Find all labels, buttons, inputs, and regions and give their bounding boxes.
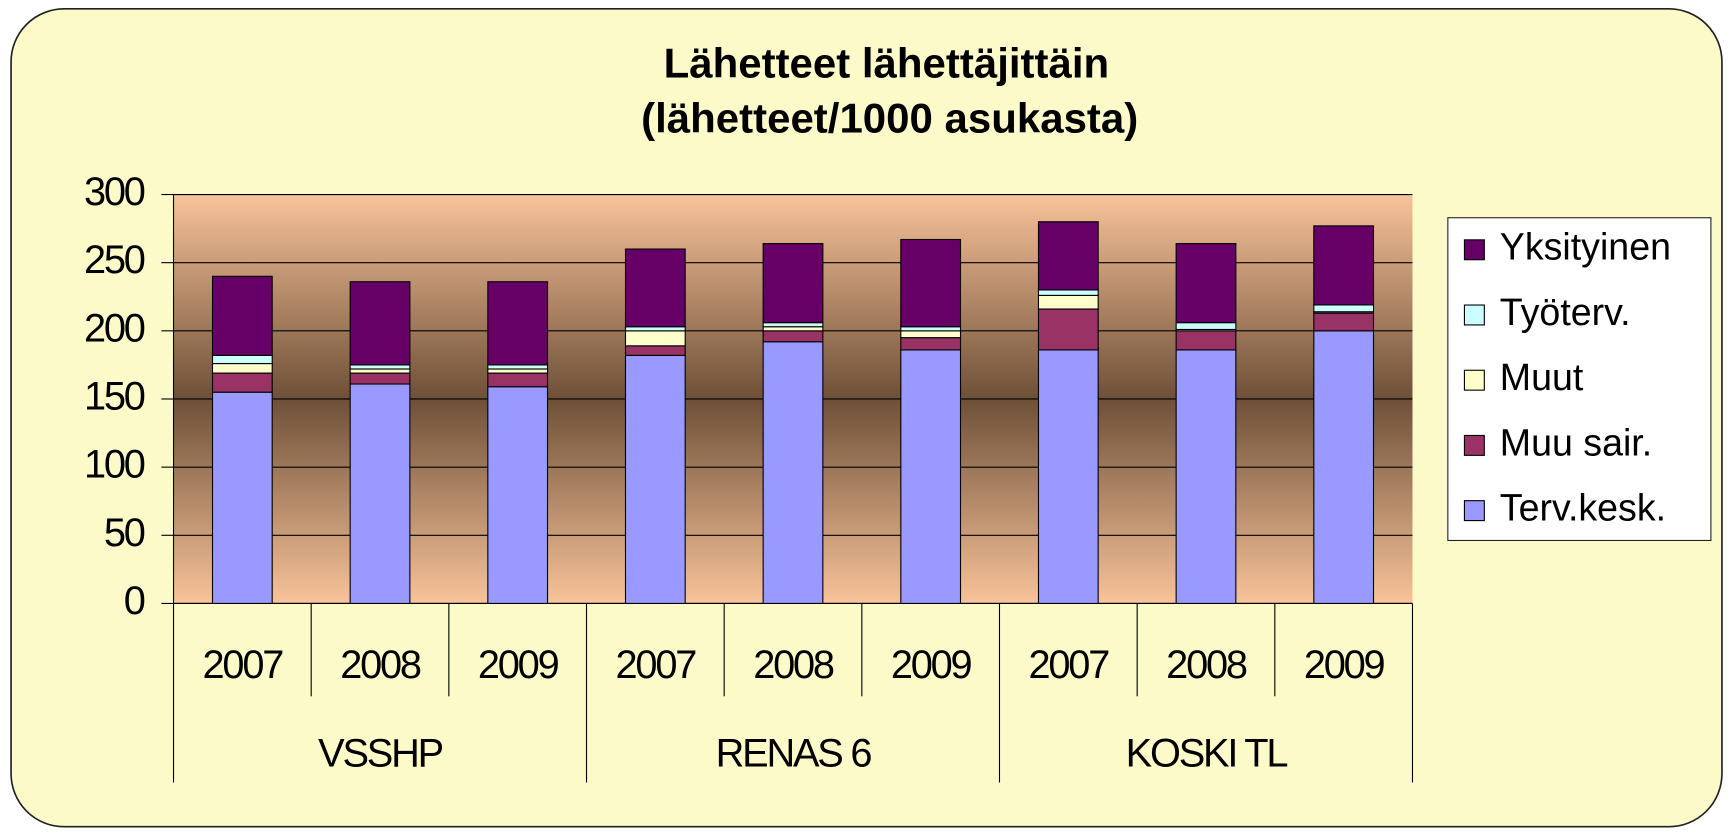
bar-segment [487,364,549,370]
y-tick-label: 300 [84,170,145,214]
bar-segment [624,248,686,328]
bar-segment [1313,330,1375,605]
x-tick-label: 2007 [203,643,284,687]
bar-segment [349,372,411,385]
y-tick-label: 50 [104,511,145,555]
bar-segment [211,372,273,393]
x-tick-label: 2009 [891,643,972,687]
bar-segment [900,337,962,351]
x-tick-label: 2009 [1304,643,1385,687]
bar-segment [487,281,549,366]
x-tick-label: 2008 [340,643,421,687]
bar-segment [1175,349,1237,605]
x-tick-label: 2008 [753,643,834,687]
y-tick-label: 200 [84,306,145,350]
group-label: VSSHP [318,731,442,775]
bar-segment [211,391,273,605]
legend-swatch [1463,239,1485,261]
bar-segment [1175,322,1237,331]
bar-segment [624,326,686,332]
legend-label: Muu sair. [1500,421,1652,463]
bar-segment [762,243,824,324]
bar-segment [1037,289,1099,296]
bar-segment [624,345,686,356]
legend-label: Terv.kesk. [1500,487,1666,529]
legend-swatch [1463,369,1485,391]
bar-segment [349,281,411,366]
group-label: RENAS 6 [716,731,872,775]
bar-segment [900,330,962,339]
bar-segment [1037,308,1099,351]
legend-swatch [1463,304,1485,326]
y-tick-label: 0 [124,579,145,623]
bar-segment [1175,243,1237,324]
bar-segment [900,238,962,328]
x-tick-label: 2008 [1166,643,1247,687]
legend-swatch [1463,434,1485,456]
bar-segment [1037,294,1099,310]
legend-label: Muut [1500,356,1584,398]
bar-segment [349,364,411,370]
bar-segment [211,362,273,374]
bar-segment [900,326,962,332]
bar-segment [487,386,549,605]
bar-segment [1313,225,1375,306]
chart-title: (lähetteet/1000 asukasta) [641,95,1138,142]
y-tick-label: 150 [84,375,145,419]
x-tick-label: 2007 [1029,643,1110,687]
bar-segment [487,368,549,374]
legend-label: Työterv. [1500,291,1631,333]
legend-label: Yksityinen [1500,226,1671,268]
x-tick-label: 2007 [616,643,697,687]
bar-segment [1175,330,1237,351]
bar-segment [211,354,273,365]
bar-segment [624,354,686,605]
y-tick-label: 100 [84,443,145,487]
chart-title: Lähetteet lähettäjittäin [664,39,1110,86]
bar-segment [1037,221,1099,291]
bar-segment [1037,349,1099,605]
y-tick-label: 250 [84,238,145,282]
bar-segment [349,383,411,605]
legend [1447,217,1712,542]
bar-segment [762,330,824,343]
group-label: KOSKI TL [1126,731,1288,775]
x-tick-label: 2009 [478,643,559,687]
bar-segment [211,275,273,356]
bar-segment [762,341,824,605]
legend-swatch [1463,500,1485,522]
bar-segment [900,349,962,605]
bar-segment [624,330,686,347]
bar-segment [762,326,824,332]
bar-segment [1313,312,1375,332]
bar-segment [762,322,824,328]
bar-segment [487,372,549,388]
bar-segment [1313,304,1375,313]
bar-segment [349,368,411,374]
